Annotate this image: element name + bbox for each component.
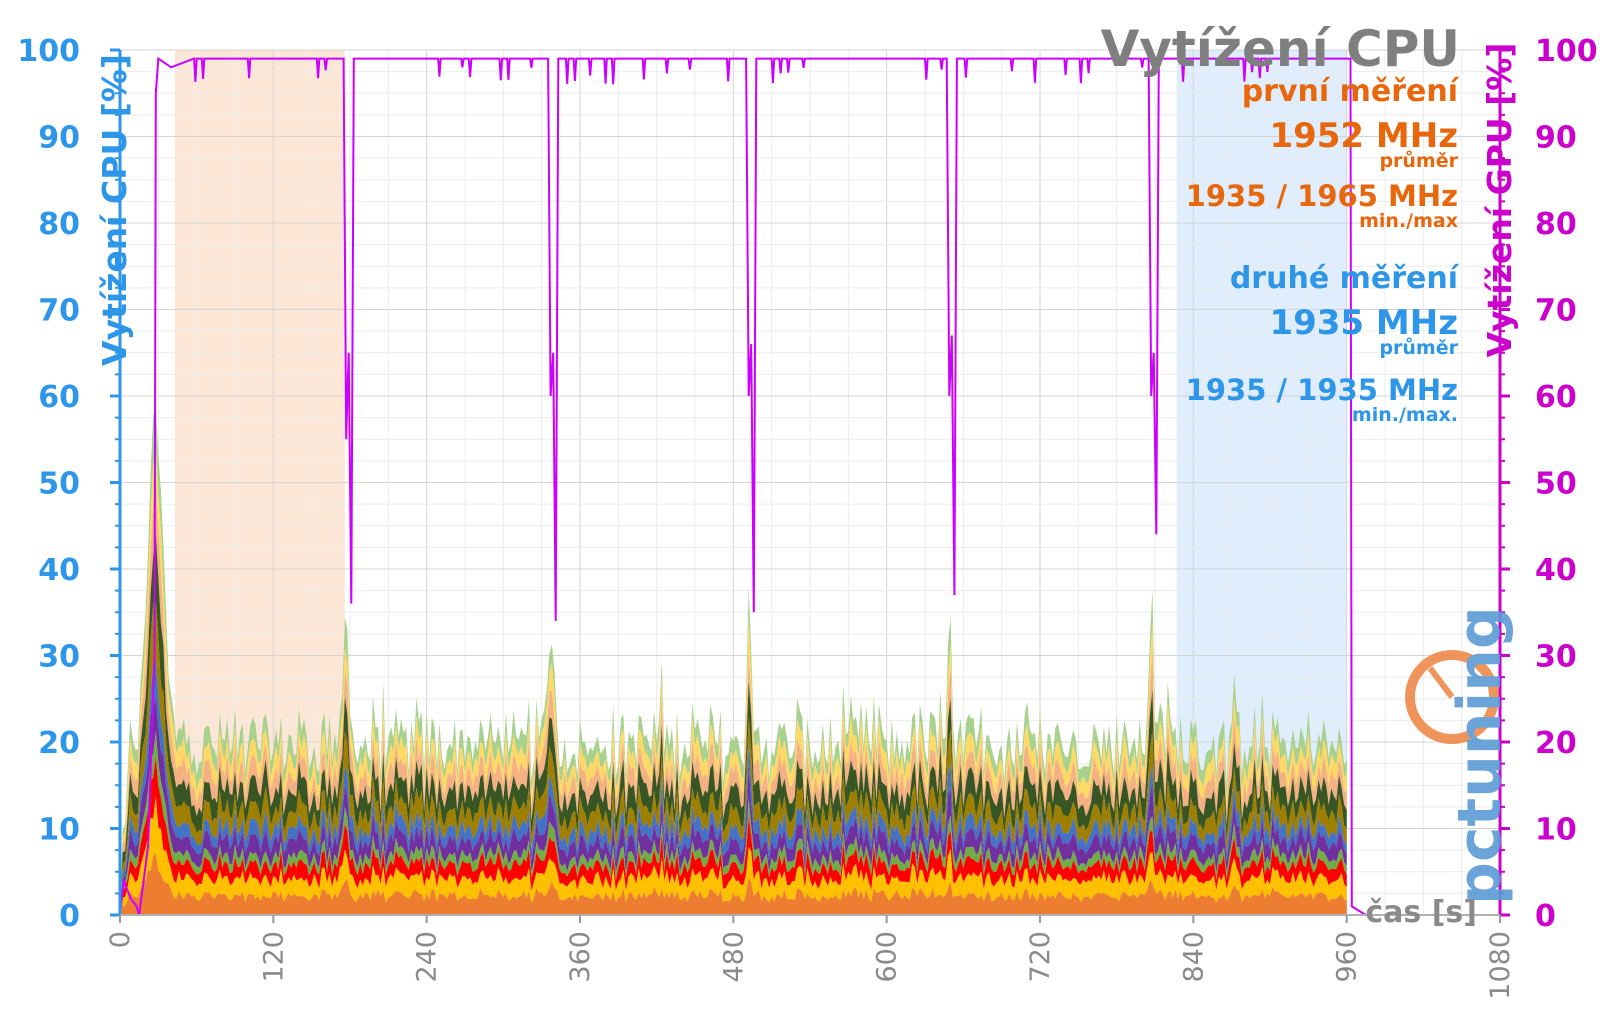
y-tick-label-right: 50 xyxy=(1535,467,1577,502)
cpu-thread-area-3 xyxy=(120,757,1347,915)
y-tick-label-left: 0 xyxy=(59,899,80,934)
x-tick-label: 120 xyxy=(258,931,289,983)
cpu-thread-area-2 xyxy=(120,796,1347,915)
x-tick-label: 360 xyxy=(565,931,596,983)
second-measurement-heading: druhé měření xyxy=(1230,261,1460,296)
second-measurement-minmax-value: 1935 / 1935 MHz xyxy=(1186,373,1458,407)
first-measurement-minmax-label: min./max xyxy=(1359,210,1458,232)
pctuning-watermark-logo: pctuning xyxy=(1405,606,1515,905)
x-tick-label: 960 xyxy=(1332,931,1363,983)
y-tick-label-left: 60 xyxy=(38,380,80,415)
y-tick-label-left: 10 xyxy=(38,813,80,848)
watermark-gauge-ring xyxy=(1405,650,1499,744)
gpu-utilization-line xyxy=(119,56,1367,916)
y-axis-left-title: Vytížení CPU [%] xyxy=(95,54,134,366)
watermark-text: pctuning xyxy=(1445,606,1515,905)
y-tick-label-right: 40 xyxy=(1535,553,1577,588)
y-tick-label-right: 10 xyxy=(1535,813,1577,848)
y-tick-label-left: 70 xyxy=(38,294,80,329)
x-tick-label: 1080 xyxy=(1485,931,1516,1000)
y-tick-label-right: 0 xyxy=(1535,899,1556,934)
y-axis-right-title: Vytížení GPU [%] xyxy=(1480,43,1519,358)
second-measurement-minmax-label: min./max. xyxy=(1352,404,1458,426)
second-measurement-avg-label: průměr xyxy=(1379,336,1458,359)
y-tick-label-left: 90 xyxy=(38,121,80,156)
y-tick-label-right: 60 xyxy=(1535,380,1577,415)
first-measurement-avg-value: 1952 MHz xyxy=(1269,116,1458,156)
x-tick-label: 480 xyxy=(718,931,749,983)
first-measurement-heading: první měření xyxy=(1242,74,1460,109)
y-tick-label-right: 90 xyxy=(1535,121,1577,156)
watermark-gauge-needle xyxy=(1427,666,1455,699)
y-tick-label-left: 50 xyxy=(38,467,80,502)
y-tick-label-left: 80 xyxy=(38,207,80,242)
x-tick-label: 720 xyxy=(1025,931,1056,983)
x-axis-title: čas [s] xyxy=(1365,895,1477,930)
second-measurement-avg-value: 1935 MHz xyxy=(1269,303,1458,343)
first-measurement-avg-label: průměr xyxy=(1379,149,1458,172)
chart-title: Vytížení CPU xyxy=(1101,20,1460,78)
first-measurement-minmax-value: 1935 / 1965 MHz xyxy=(1186,179,1458,213)
y-tick-label-right: 80 xyxy=(1535,207,1577,242)
y-tick-label-left: 40 xyxy=(38,553,80,588)
y-tick-label-right: 100 xyxy=(1535,34,1598,69)
y-tick-label-right: 20 xyxy=(1535,726,1577,761)
y-tick-label-right: 70 xyxy=(1535,294,1577,329)
y-tick-label-left: 30 xyxy=(38,640,80,675)
x-tick-label: 240 xyxy=(412,931,443,983)
y-tick-label-right: 30 xyxy=(1535,640,1577,675)
x-tick-label: 600 xyxy=(872,931,903,983)
x-tick-label: 840 xyxy=(1178,931,1209,983)
x-tick-label: 0 xyxy=(105,931,136,948)
y-tick-label-left: 20 xyxy=(38,726,80,761)
cpu-thread-area-1 xyxy=(120,852,1347,915)
y-tick-label-left: 100 xyxy=(17,34,80,69)
